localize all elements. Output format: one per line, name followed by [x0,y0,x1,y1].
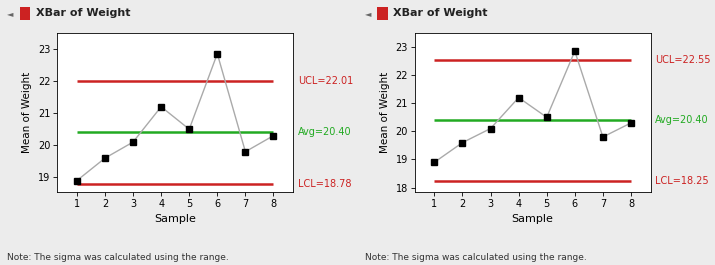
Text: Avg=20.40: Avg=20.40 [298,127,352,138]
FancyBboxPatch shape [378,7,388,20]
Text: Avg=20.40: Avg=20.40 [656,115,709,125]
Text: UCL=22.01: UCL=22.01 [298,76,353,86]
Text: ◄: ◄ [365,9,371,18]
Y-axis label: Mean of Weight: Mean of Weight [380,72,390,153]
Text: ◄: ◄ [7,9,14,18]
X-axis label: Sample: Sample [154,214,196,224]
Text: XBar of Weight: XBar of Weight [36,8,130,18]
Text: XBar of Weight: XBar of Weight [393,8,488,18]
FancyBboxPatch shape [20,7,30,20]
Text: Note: The sigma was calculated using the range.: Note: The sigma was calculated using the… [7,253,229,262]
Text: LCL=18.78: LCL=18.78 [298,179,351,189]
Text: LCL=18.25: LCL=18.25 [656,176,709,186]
Text: UCL=22.55: UCL=22.55 [656,55,711,65]
Text: Note: The sigma was calculated using the range.: Note: The sigma was calculated using the… [365,253,586,262]
X-axis label: Sample: Sample [512,214,553,224]
Y-axis label: Mean of Weight: Mean of Weight [22,72,32,153]
